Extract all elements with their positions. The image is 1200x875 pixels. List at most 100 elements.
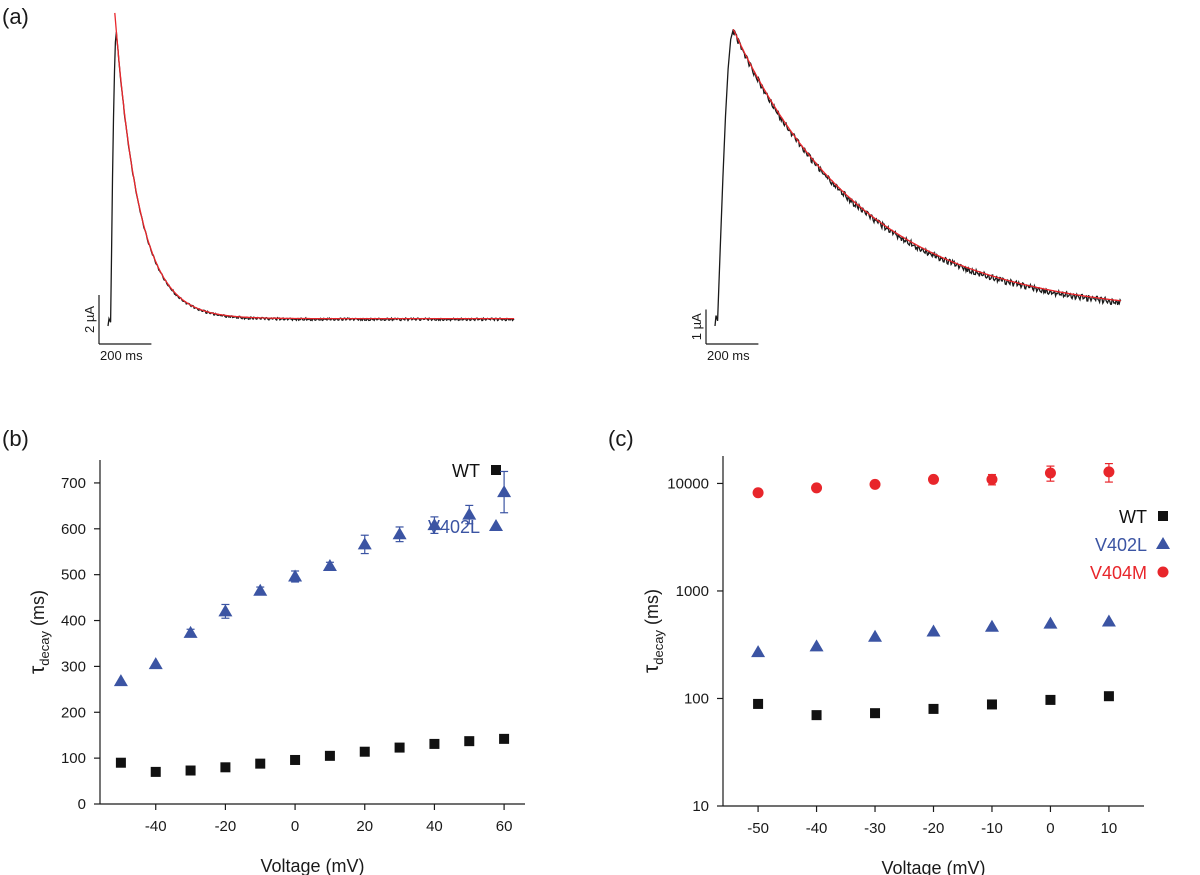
x-tick-label: -20 — [215, 818, 237, 835]
x-tick-label: 40 — [426, 818, 443, 835]
plot-c: -50 -40 -30 -20 -10 0 10 10 100 1000 10000 Voltage … — [640, 456, 1170, 875]
data-point-triangle — [288, 569, 303, 582]
data-point-square — [1045, 694, 1056, 705]
y-axis-title-unit: (ms) — [642, 589, 662, 630]
y-tick-label: 0 — [78, 796, 86, 813]
x-axis-title: Voltage (mV) — [881, 858, 985, 875]
data-point-square — [1103, 691, 1114, 702]
data-point-triangle — [183, 625, 198, 638]
data-point-circle — [811, 482, 823, 494]
data-point-square — [870, 708, 881, 719]
data-point-triangle — [392, 527, 407, 540]
data-point-square — [753, 698, 764, 709]
data-point-triangle — [113, 674, 128, 687]
data-point-triangle — [218, 604, 233, 617]
series-v404m — [752, 462, 1115, 499]
data-point-triangle — [1101, 614, 1116, 627]
data-point-triangle — [462, 507, 477, 520]
data-point-circle — [928, 473, 939, 485]
data-point-circle — [752, 487, 764, 499]
data-point-square — [499, 733, 510, 744]
data-point-triangle — [497, 485, 512, 498]
data-point-triangle — [1043, 616, 1058, 629]
data-point-square — [986, 699, 997, 710]
data-point-triangle — [322, 558, 337, 571]
data-point-triangle — [357, 537, 372, 550]
data-point-circle — [1103, 466, 1115, 478]
series-wt — [115, 733, 510, 777]
data-point-triangle — [751, 645, 766, 658]
data-point-square — [150, 766, 161, 777]
x-axis-title: Voltage (mV) — [260, 856, 364, 875]
current-scale-label: 1 µA — [689, 313, 704, 340]
y-tick-label: 1000 — [676, 583, 709, 600]
x-tick-label: 0 — [291, 818, 299, 835]
time-scale-label: 200 ms — [100, 348, 143, 363]
data-point-square — [185, 765, 196, 776]
data-point-triangle — [427, 518, 442, 531]
y-tick-label: 400 — [61, 613, 86, 630]
legend-label: V402L — [428, 517, 480, 537]
y-tick-label: 100 — [684, 690, 709, 707]
y-tick-label: 10000 — [667, 475, 709, 492]
data-point-triangle — [868, 629, 883, 642]
data-point-square — [290, 754, 301, 765]
data-point-triangle — [253, 583, 268, 596]
data-point-triangle — [809, 639, 824, 652]
x-tick-label: -20 — [923, 820, 945, 837]
data-point-circle — [986, 473, 998, 485]
series-wt — [753, 691, 1114, 721]
y-tick-label: 300 — [61, 658, 86, 675]
legend-marker-circle — [1157, 566, 1169, 578]
y-axis-title: τdecay (ms) — [26, 590, 52, 674]
data-point-circle — [869, 478, 881, 490]
exponential-fit-line — [732, 29, 1121, 302]
y-axis-title-unit: (ms) — [28, 590, 48, 631]
y-axis-title-symbol: τ — [640, 664, 663, 673]
data-point-square — [220, 762, 231, 773]
panel-c: (c) -50 -40 -30 -20 -10 0 10 10 100 1000 10000 Volt… — [608, 426, 1170, 875]
y-tick-label: 500 — [61, 567, 86, 584]
y-tick-label: 600 — [61, 521, 86, 538]
panel-c-letter: (c) — [608, 426, 634, 451]
legend-marker-square — [1158, 511, 1168, 521]
x-tick-label: -40 — [145, 818, 167, 835]
x-tick-label: 0 — [1046, 820, 1054, 837]
panel-b-letter: (b) — [2, 426, 29, 451]
recorded-trace-line — [107, 31, 515, 327]
exponential-fit-line — [114, 12, 515, 320]
x-tick-label: 60 — [496, 818, 513, 835]
data-point-triangle — [984, 619, 999, 632]
data-point-triangle — [148, 657, 163, 670]
time-scale-label: 200 ms — [707, 348, 750, 363]
series-v402l — [751, 614, 1116, 658]
y-axis-title-subscript: decay — [651, 630, 666, 665]
y-tick-label: 100 — [61, 750, 86, 767]
y-tick-label: 700 — [61, 475, 86, 492]
series-v402l — [113, 470, 512, 687]
plot-b: -40 -20 0 20 40 600100200300400500600700Volta… — [26, 460, 525, 875]
legend-marker-square — [491, 465, 501, 475]
data-point-square — [324, 750, 335, 761]
y-axis-title: τdecay (ms) — [640, 589, 666, 673]
data-point-square — [464, 736, 475, 747]
data-point-circle — [1044, 467, 1056, 479]
x-tick-label: 10 — [1101, 820, 1118, 837]
data-point-triangle — [926, 624, 941, 637]
legend-label: V404M — [1090, 563, 1147, 583]
current-scale-label: 2 µA — [82, 306, 97, 333]
y-axis-title-symbol: τ — [26, 665, 49, 674]
data-point-square — [255, 758, 266, 769]
recorded-trace-line — [714, 29, 1122, 327]
legend-marker-triangle — [489, 519, 503, 531]
x-tick-label: -10 — [981, 820, 1003, 837]
data-point-square — [928, 703, 939, 714]
y-tick-label: 10 — [692, 798, 709, 815]
x-tick-label: -50 — [747, 820, 769, 837]
y-axis-title-subscript: decay — [37, 631, 52, 666]
x-tick-label: -40 — [806, 820, 828, 837]
